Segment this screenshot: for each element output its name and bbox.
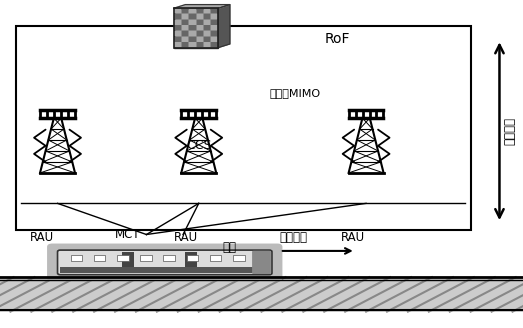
Bar [189, 31, 196, 36]
Text: RAU: RAU [341, 231, 365, 244]
FancyBboxPatch shape [252, 251, 271, 274]
Bar [211, 20, 218, 25]
Bar [175, 42, 181, 47]
Bar [175, 20, 181, 25]
FancyBboxPatch shape [58, 250, 272, 275]
Polygon shape [174, 5, 230, 8]
Bar [187, 255, 198, 261]
Bar [204, 20, 210, 25]
Bar [182, 25, 188, 31]
Bar [189, 14, 196, 19]
Bar [211, 9, 218, 13]
Text: RoF: RoF [324, 32, 350, 46]
Bar [140, 255, 152, 261]
Bar [204, 37, 210, 42]
Bar [197, 9, 203, 13]
Text: 车地通信: 车地通信 [504, 117, 516, 145]
Bar [71, 255, 82, 261]
Bar [197, 25, 203, 31]
Bar [163, 255, 175, 261]
Bar [211, 42, 218, 47]
Bar [211, 37, 218, 42]
Text: 高铁: 高铁 [222, 241, 236, 254]
Bar [197, 14, 203, 19]
Bar [197, 20, 203, 25]
Bar [175, 25, 181, 31]
Bar [189, 42, 196, 47]
Bar [204, 9, 210, 13]
Bar [197, 31, 203, 36]
Text: RAU: RAU [30, 231, 54, 244]
Bar [182, 9, 188, 13]
Bar [0, 277, 523, 312]
Bar [175, 9, 181, 13]
Bar [117, 255, 129, 261]
Bar [256, 255, 268, 261]
Bar [175, 14, 181, 19]
Bar [189, 37, 196, 42]
Bar [182, 20, 188, 25]
Bar [182, 14, 188, 19]
Bar [210, 255, 221, 261]
Bar [204, 14, 210, 19]
Bar [189, 9, 196, 13]
Bar [182, 37, 188, 42]
Text: 行驶方向: 行驶方向 [280, 231, 308, 244]
Bar [175, 31, 181, 36]
FancyBboxPatch shape [47, 243, 282, 281]
Bar [189, 25, 196, 31]
Bar [174, 8, 219, 48]
Bar [16, 26, 471, 230]
Bar [197, 42, 203, 47]
Bar [204, 31, 210, 36]
Bar [182, 31, 188, 36]
Bar [211, 31, 218, 36]
Text: 大规模MIMO: 大规模MIMO [269, 89, 321, 98]
Bar [211, 14, 218, 19]
Bar [189, 20, 196, 25]
Bar [211, 25, 218, 31]
Bar [185, 252, 197, 273]
Bar [94, 255, 105, 261]
Text: MCT: MCT [115, 228, 141, 241]
Text: RAU: RAU [174, 231, 198, 244]
Bar [233, 255, 245, 261]
Bar [175, 37, 181, 42]
Bar [197, 37, 203, 42]
Text: CCS: CCS [186, 139, 211, 153]
Bar [204, 42, 210, 47]
Bar [60, 267, 269, 273]
Bar [204, 25, 210, 31]
Bar [182, 42, 188, 47]
Polygon shape [219, 5, 230, 48]
Bar [122, 252, 134, 273]
Bar [174, 8, 219, 48]
